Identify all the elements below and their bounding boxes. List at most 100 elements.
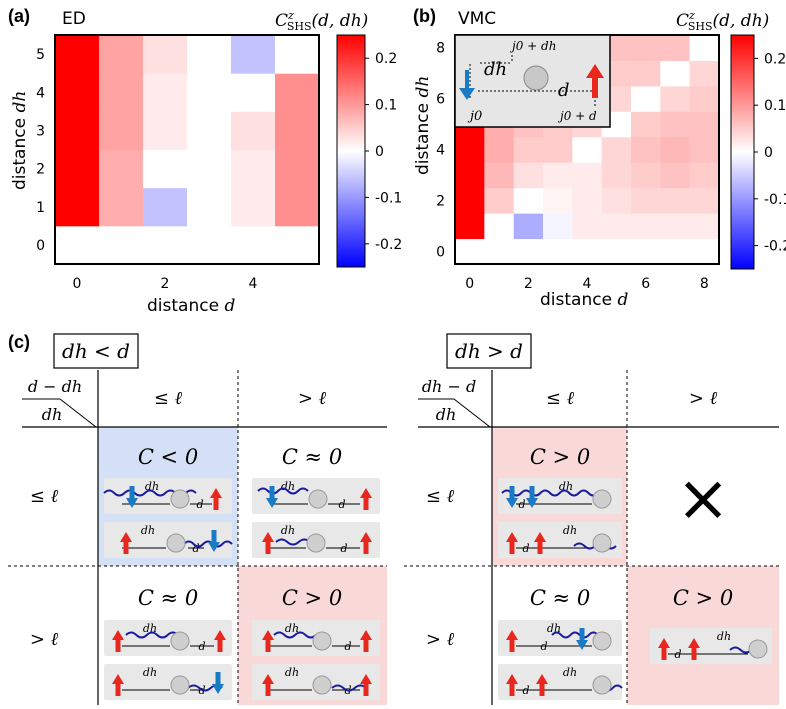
x-tick-label: 8 (700, 276, 709, 292)
y-tick-label: 2 (36, 162, 45, 178)
heatmap-ed-ticks: 0 2 4 0 1 2 3 4 5 (36, 47, 257, 292)
inset-dh-label: dh (484, 59, 507, 80)
heatmap-cell (572, 238, 603, 265)
heatmap-cell (187, 73, 232, 112)
table-left-row1: ≤ ℓ (30, 486, 59, 507)
heatmap-cell (99, 149, 144, 189)
hole-icon (592, 533, 612, 553)
table-right-row2: > ℓ (426, 629, 455, 650)
heatmap-cell (455, 238, 485, 265)
heatmap-cell (55, 225, 100, 265)
x-tick-label: 4 (249, 276, 258, 292)
spin-up-arrow-icon (360, 630, 372, 652)
heatmap-cell (455, 187, 485, 214)
spin-up-arrow-icon (262, 532, 274, 554)
y-tick-label: 2 (436, 193, 445, 209)
spin-up-arrow-icon (120, 532, 132, 554)
diagram-label: d (196, 498, 203, 511)
spin-up-arrow-icon (506, 674, 518, 696)
heatmap-cell (660, 111, 691, 138)
heatmap-cell (513, 162, 544, 189)
heatmap-cell (484, 238, 515, 265)
hole-icon (592, 489, 612, 509)
heatmap-cell (143, 35, 188, 74)
string-path (257, 487, 309, 495)
heatmap-cell (631, 162, 661, 189)
spin-up-arrow-icon (360, 488, 372, 510)
string-path (501, 489, 599, 497)
diagram-label: d (192, 542, 199, 555)
heatmap-cell (187, 225, 232, 265)
heatmap-cell (231, 73, 276, 112)
spin-down-arrow-icon (459, 70, 475, 100)
spin-diagram: dhd (252, 664, 380, 700)
spin-down-arrow-icon (212, 672, 224, 694)
colorbar-a-ticks: 0.2 0.1 0 -0.1 -0.2 (365, 51, 402, 253)
heatmap-cell (231, 35, 276, 74)
heatmap-cell (660, 187, 691, 214)
heatmap-cell (601, 136, 632, 163)
heatmap-cell (455, 213, 485, 240)
heatmap-cell (275, 187, 320, 227)
heatmap-cell (99, 73, 144, 112)
table-left-cell-22-text: C > 0 (282, 586, 342, 610)
panel-a-method: ED (62, 9, 86, 29)
heatmap-cell (99, 187, 144, 227)
heatmap-cell (543, 162, 573, 189)
heatmap-vmc-ticks: 0 2 4 6 8 0 2 4 6 8 (436, 41, 709, 292)
heatmap-cell (455, 162, 485, 189)
spin-diagram: dhd (650, 628, 772, 664)
table-right-cell-12-cross: × (676, 462, 730, 536)
heatmap-cell (143, 73, 188, 112)
table-right-row1: ≤ ℓ (426, 486, 455, 507)
heatmap-cell (275, 73, 320, 112)
colorbar-a (336, 34, 366, 268)
heatmap-cell (572, 162, 603, 189)
spin-diagram: dhd (104, 620, 232, 656)
hole-icon (592, 631, 612, 651)
diagram-label: d (198, 640, 205, 653)
spin-up-arrow-icon (112, 674, 124, 696)
diagram-label: d (522, 684, 529, 697)
hole-icon (166, 533, 186, 553)
vmc-inset: j0 + dh dh d j0 j0 + d (454, 34, 611, 128)
inset-d-label: d (558, 80, 570, 101)
diagram-label: dh (559, 480, 573, 493)
table-left-title-box (53, 333, 139, 369)
heatmap-cell (631, 136, 661, 163)
heatmap-cell (55, 149, 100, 189)
spin-up-arrow-icon (262, 674, 274, 696)
y-tick-label: 3 (36, 123, 45, 139)
heatmap-cell (631, 111, 661, 138)
table-right-col1: ≤ ℓ (546, 388, 575, 409)
diagram-label: d (340, 542, 347, 555)
spin-down-arrow-icon (506, 486, 518, 508)
heatmap-cell (660, 60, 691, 87)
panel-a-tag: (a) (8, 6, 30, 26)
y-tick-label: 4 (36, 85, 45, 101)
heatmap-cell (689, 111, 720, 138)
table-right-cell-22-text: C > 0 (673, 586, 733, 610)
string-path (551, 631, 599, 639)
table-right-corner-top: dh − d (422, 377, 476, 396)
diagram-label: dh (285, 666, 299, 679)
diagram-label: d (522, 542, 529, 555)
heatmap-cell (484, 187, 515, 214)
heatmap-cell (572, 187, 603, 214)
spin-up-arrow-icon (506, 630, 518, 652)
heatmap-cell (631, 187, 661, 214)
diagram-label: dh (285, 622, 299, 635)
hole-icon (312, 675, 332, 695)
colorbar-b-ticks: 0.2 0.1 0 -0.1 -0.2 (754, 51, 786, 255)
table-right-corner-bottom: dh (436, 405, 457, 424)
diagram-label: d (540, 640, 547, 653)
diagram-label: d (344, 640, 351, 653)
heatmap-cell (231, 149, 276, 189)
table-right-cell-21-text: C ≈ 0 (530, 586, 590, 610)
heatmap-ed-frame (54, 34, 320, 265)
heatmap-cell (275, 225, 320, 265)
spin-up-arrow-icon (536, 674, 548, 696)
table-right-cell-11-text: C > 0 (530, 445, 590, 469)
diagram-label: dh (717, 630, 731, 643)
heatmap-cell (689, 35, 720, 61)
